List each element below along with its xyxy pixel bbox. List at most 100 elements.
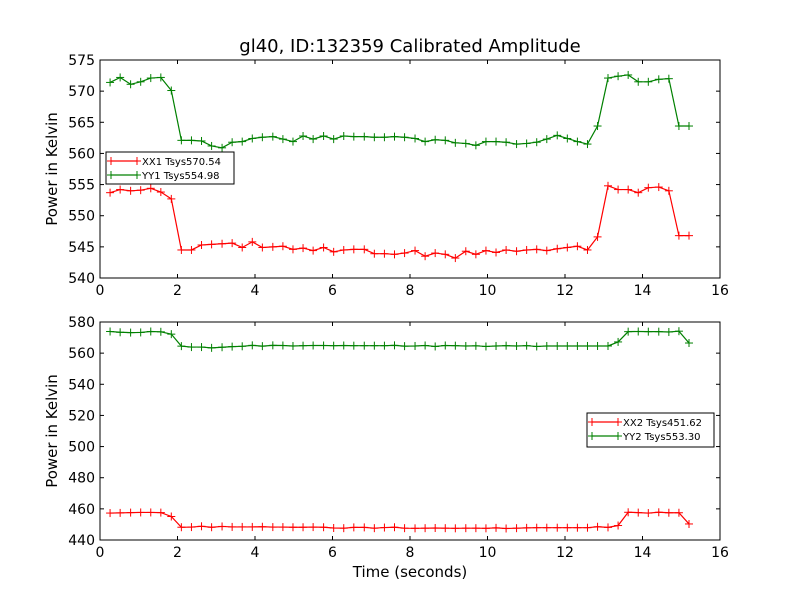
data-point <box>319 523 328 532</box>
data-point <box>411 134 420 143</box>
bottom-plot: 0 2 4 6 8 10 12 14 16 440 460 480 500 520 540 560 580 Pow… <box>43 315 729 561</box>
data-point <box>248 134 257 143</box>
data-point <box>411 246 420 255</box>
data-point <box>187 343 196 352</box>
data-point <box>481 524 490 533</box>
data-point <box>370 133 379 142</box>
data-point <box>532 523 541 532</box>
y-tick-label: 560 <box>68 146 95 162</box>
data-point <box>573 523 582 532</box>
data-point <box>228 239 237 248</box>
data-point <box>278 523 287 532</box>
data-point <box>604 341 613 350</box>
data-point <box>522 245 531 254</box>
data-point <box>563 134 572 143</box>
y-tick-label: 440 <box>68 533 95 549</box>
data-point <box>644 183 653 192</box>
data-point <box>624 327 633 336</box>
data-point <box>461 247 470 256</box>
data-point <box>411 341 420 350</box>
legend: XX2 Tsys451.62 YY2 Tsys553.30 <box>586 412 715 448</box>
data-point <box>451 138 460 147</box>
data-point <box>156 73 165 82</box>
data-point <box>553 523 562 532</box>
data-point <box>451 341 460 350</box>
data-point <box>288 245 297 254</box>
data-point <box>573 137 582 146</box>
data-point <box>187 136 196 145</box>
data-point <box>268 341 277 350</box>
data-point <box>360 341 369 350</box>
y-tick-label: 500 <box>68 440 95 456</box>
data-point <box>106 327 115 336</box>
data-point <box>614 521 623 530</box>
y-tick-label: 575 <box>68 53 95 69</box>
data-point <box>431 249 440 258</box>
data-point <box>390 523 399 532</box>
x-tick-label: 12 <box>556 545 574 561</box>
data-point <box>400 524 409 533</box>
data-point <box>674 122 683 131</box>
y-tick-label: 560 <box>68 346 95 362</box>
data-point <box>481 342 490 351</box>
data-point <box>299 131 308 140</box>
data-point <box>451 524 460 533</box>
data-point <box>177 523 186 532</box>
data-point <box>146 327 155 336</box>
data-point <box>207 523 216 532</box>
data-point <box>146 184 155 193</box>
data-point <box>390 250 399 259</box>
data-point <box>319 131 328 140</box>
data-point <box>360 523 369 532</box>
data-point <box>126 186 135 195</box>
data-point <box>654 327 663 336</box>
data-point <box>573 242 582 251</box>
data-point <box>583 140 592 149</box>
data-point <box>136 186 145 195</box>
data-point <box>604 181 613 190</box>
data-point <box>390 132 399 141</box>
data-point <box>309 341 318 350</box>
data-point <box>349 341 358 350</box>
data-point <box>258 342 267 351</box>
data-point <box>674 508 683 517</box>
x-tick-label: 2 <box>173 283 182 299</box>
data-point <box>197 522 206 531</box>
data-point <box>136 508 145 517</box>
data-point <box>644 77 653 86</box>
y-tick-label: 540 <box>68 377 95 393</box>
data-point <box>471 250 480 259</box>
data-point <box>349 523 358 532</box>
data-point <box>614 72 623 81</box>
data-point <box>349 245 358 254</box>
data-point <box>431 342 440 351</box>
x-axis-label: Time (seconds) <box>352 563 468 581</box>
data-point <box>563 243 572 252</box>
series-line <box>110 330 690 349</box>
data-point <box>624 508 633 517</box>
data-point <box>614 185 623 194</box>
data-point <box>502 138 511 147</box>
data-point <box>329 247 338 256</box>
data-point <box>593 341 602 350</box>
data-point <box>278 242 287 251</box>
data-point <box>106 188 115 197</box>
data-point <box>400 342 409 351</box>
y-tick-label: 545 <box>68 240 95 256</box>
data-point <box>542 135 551 144</box>
series-line <box>109 74 689 149</box>
y-tick-label: 480 <box>68 471 95 487</box>
data-point <box>644 509 653 518</box>
data-point <box>481 246 490 255</box>
legend-item: YY2 Tsys553.30 <box>588 432 701 443</box>
data-point <box>299 523 308 532</box>
data-point <box>492 137 501 146</box>
data-point <box>156 508 165 517</box>
data-point <box>228 522 237 531</box>
data-point <box>400 133 409 142</box>
data-point <box>634 77 643 86</box>
legend-item: XX1 Tsys570.54 <box>107 157 221 168</box>
data-point <box>268 242 277 251</box>
data-point <box>583 341 592 350</box>
data-point <box>238 522 247 531</box>
